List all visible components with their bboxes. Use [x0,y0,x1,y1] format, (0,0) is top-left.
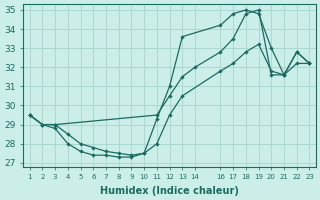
X-axis label: Humidex (Indice chaleur): Humidex (Indice chaleur) [100,186,239,196]
